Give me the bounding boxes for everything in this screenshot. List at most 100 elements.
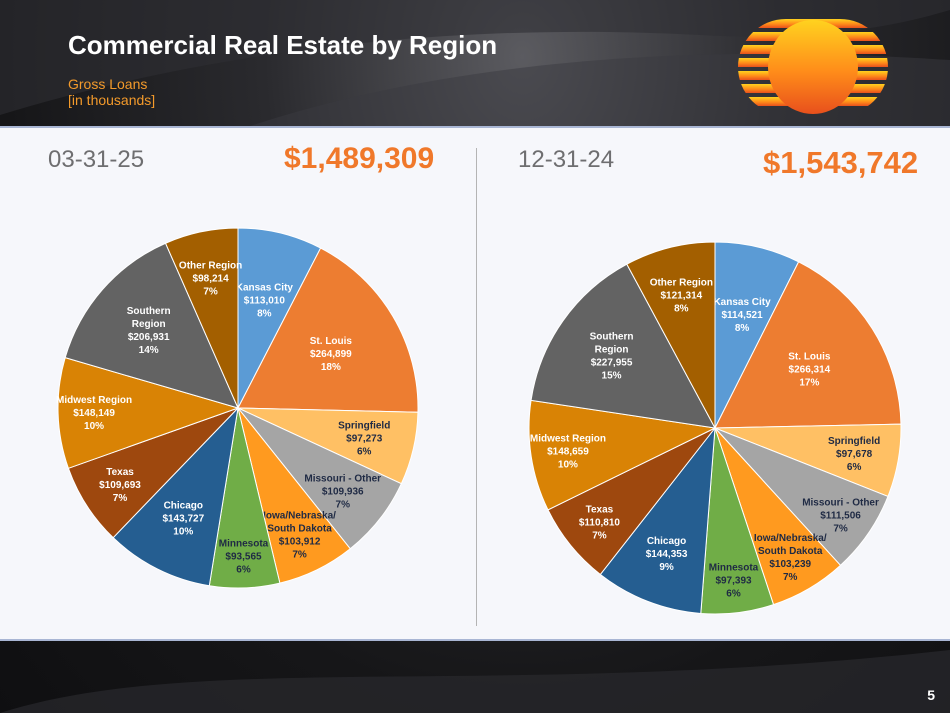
slice-label-line: $121,314 xyxy=(661,291,703,302)
slice-label-line: $103,239 xyxy=(769,559,811,570)
pie-slice-st-louis xyxy=(237,247,419,413)
slice-label-line: $144,353 xyxy=(646,549,688,560)
slice-label-iowa-nebraska-south-dakota: Iowa/Nebraska/South Dakota $103,912 7% xyxy=(263,511,336,561)
total-right: $1,543,742 xyxy=(763,145,919,180)
slice-label-line: Springfield xyxy=(828,436,880,447)
slice-label-midwest-region: Midwest Region $148,149 10% xyxy=(56,395,132,432)
pie-slice-southern-region xyxy=(530,263,716,429)
slice-label-line: $98,214 xyxy=(193,274,230,285)
pie-chart-right: Kansas City $114,521 8% St. Louis $266,314 17… xyxy=(528,241,902,615)
slice-label-line: Midwest Region xyxy=(56,395,132,406)
slice-label-line: Midwest Region xyxy=(530,434,606,445)
slice-label-other-region: Other Region $98,214 7% xyxy=(179,261,242,298)
slice-label-texas: Texas $109,693 7% xyxy=(99,467,141,504)
slice-label-line: Texas xyxy=(106,467,134,478)
pie-slice-midwest-region xyxy=(57,357,240,469)
slice-label-line: 6% xyxy=(726,588,741,599)
slice-label-line: $264,899 xyxy=(310,349,352,360)
slice-label-line: Region xyxy=(132,319,166,330)
slice-label-southern-region: Southern Region $227,955 15% xyxy=(590,332,634,382)
slice-label-line: Texas xyxy=(586,505,614,516)
slice-label-line: South Dakota xyxy=(267,524,332,535)
slice-label-line: 6% xyxy=(236,564,251,575)
slice-label-line: Other Region xyxy=(179,261,242,272)
slice-label-line: $109,936 xyxy=(322,486,364,497)
pie-slice-chicago xyxy=(599,426,716,614)
subtitle-line-2: [in thousands] xyxy=(68,92,156,108)
slice-label-springfield: Springfield $97,678 6% xyxy=(828,436,880,473)
slice-label-line: $97,273 xyxy=(346,433,383,444)
slice-label-line: St. Louis xyxy=(310,336,353,347)
slice-label-line: $148,659 xyxy=(547,447,589,458)
slice-label-line: Springfield xyxy=(338,420,390,431)
slice-label-springfield: Springfield $97,273 6% xyxy=(338,420,390,457)
slice-label-minnesota: Minnesota $93,565 6% xyxy=(219,538,269,575)
slice-label-line: 10% xyxy=(173,526,193,537)
pie-chart-left: Kansas City $113,010 8% St. Louis $264,899 18… xyxy=(56,227,419,589)
subtitle-line-1: Gross Loans xyxy=(68,76,148,92)
slice-label-line: $97,393 xyxy=(715,575,752,586)
slice-label-line: $114,521 xyxy=(721,310,763,321)
slice-label-line: 7% xyxy=(113,493,128,504)
slice-label-line: Kansas City xyxy=(713,297,771,308)
slice-label-line: 7% xyxy=(783,572,798,583)
slice-label-iowa-nebraska-south-dakota: Iowa/Nebraska/South Dakota $103,239 7% xyxy=(754,533,827,583)
slice-label-line: $113,010 xyxy=(244,296,286,307)
slice-label-missouri-other: Missouri - Other $111,506 7% xyxy=(802,498,879,535)
slice-label-line: 15% xyxy=(602,371,622,382)
slice-label-line: 8% xyxy=(257,309,272,320)
slice-label-line: 8% xyxy=(674,304,689,315)
total-left: $1,489,309 xyxy=(284,142,435,175)
slice-label-line: 10% xyxy=(84,421,104,432)
slice-label-line: 7% xyxy=(592,531,607,542)
slice-label-texas: Texas $110,810 7% xyxy=(579,505,621,542)
slice-label-line: 8% xyxy=(735,323,750,334)
slice-label-line: 18% xyxy=(321,362,341,373)
slice-label-line: $227,955 xyxy=(591,358,633,369)
page-number: 5 xyxy=(927,687,935,703)
date-left: 03-31-25 xyxy=(48,146,145,173)
slice-label-line: 7% xyxy=(203,287,218,298)
slice-label-line: $143,727 xyxy=(162,513,204,524)
pie-slice-southern-region xyxy=(64,242,239,409)
slice-label-line: $110,810 xyxy=(579,518,621,529)
slice-label-line: Minnesota xyxy=(709,562,759,573)
slice-label-line: $93,565 xyxy=(225,551,262,562)
slice-label-chicago: Chicago $143,727 10% xyxy=(162,500,204,537)
slice-label-line: $97,678 xyxy=(836,449,873,460)
slice-label-line: Iowa/Nebraska/ xyxy=(754,533,827,544)
slice-label-line: Chicago xyxy=(164,500,203,511)
slice-label-line: Missouri - Other xyxy=(304,473,381,484)
pie-slice-other-region xyxy=(164,227,239,409)
slice-label-southern-region: Southern Region $206,931 14% xyxy=(127,306,171,356)
page-subtitle: Gross Loans [in thousands] xyxy=(68,76,268,108)
slice-label-line: Iowa/Nebraska/ xyxy=(263,511,336,522)
slice-label-minnesota: Minnesota $97,393 6% xyxy=(709,562,759,599)
slice-label-line: Southern xyxy=(590,332,634,343)
slice-label-st-louis: St. Louis $266,314 17% xyxy=(788,351,831,388)
sunset-stripes-logo xyxy=(738,19,888,114)
slice-label-line: Minnesota xyxy=(219,538,269,549)
slice-label-other-region: Other Region $121,314 8% xyxy=(650,278,713,315)
slice-label-line: 10% xyxy=(558,460,578,471)
slice-label-line: 14% xyxy=(139,345,159,356)
pie-slice-chicago xyxy=(112,406,239,587)
slice-label-kansas-city: Kansas City $114,521 8% xyxy=(713,297,771,334)
slice-label-kansas-city: Kansas City $113,010 8% xyxy=(236,283,294,320)
pie-slice-midwest-region xyxy=(528,399,717,511)
slice-label-line: $111,506 xyxy=(820,511,861,522)
slice-label-line: 7% xyxy=(336,499,351,510)
slice-label-line: 17% xyxy=(799,377,819,388)
slice-label-line: 9% xyxy=(659,562,674,573)
slice-label-missouri-other: Missouri - Other $109,936 7% xyxy=(304,473,381,510)
slice-label-line: $103,912 xyxy=(279,537,321,548)
page-title: Commercial Real Estate by Region xyxy=(68,30,498,60)
panel-divider xyxy=(476,148,477,626)
slice-label-midwest-region: Midwest Region $148,659 10% xyxy=(530,434,606,471)
slice-label-line: 6% xyxy=(847,462,862,473)
slice-label-line: $266,314 xyxy=(789,364,831,375)
slice-label-line: Kansas City xyxy=(236,283,294,294)
slice-label-line: 7% xyxy=(833,524,848,535)
slice-label-line: Missouri - Other xyxy=(802,498,879,509)
